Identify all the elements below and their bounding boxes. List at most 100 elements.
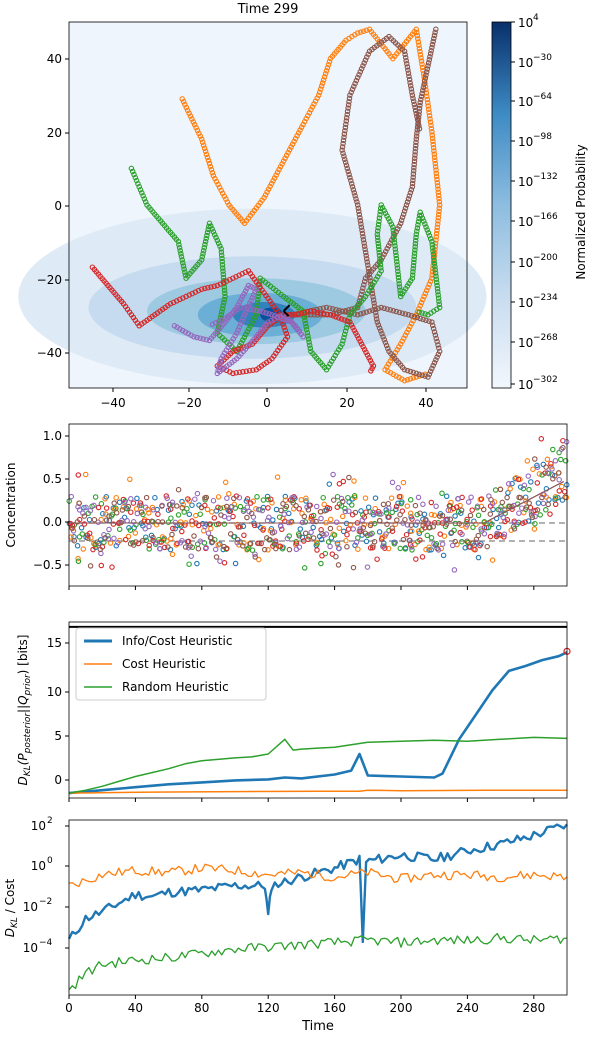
trajectory-point: [417, 302, 423, 309]
trajectory-point: [356, 211, 363, 218]
trajectory-point: [202, 285, 208, 292]
concentration-point: [352, 542, 358, 549]
trajectory-point: [351, 83, 357, 90]
trajectory-point: [409, 89, 415, 95]
concentration-point: [455, 509, 462, 515]
trajectory-point: [418, 96, 424, 103]
trajectory-point: [402, 51, 408, 58]
concentration-point: [439, 541, 446, 547]
trajectory-point: [266, 311, 272, 317]
trajectory-point: [433, 167, 439, 173]
concentration-point: [427, 524, 433, 531]
trajectory-point: [367, 275, 373, 281]
concentration-point: [532, 513, 538, 520]
concentration-point: [221, 521, 228, 527]
trajectory-point: [422, 290, 429, 297]
panel-1-xticks: −40 −20 0 20 40: [100, 388, 434, 410]
trajectory-point: [401, 208, 408, 214]
concentration-point: [296, 506, 302, 512]
concentration-point: [558, 456, 564, 463]
trajectory-point: [430, 254, 437, 261]
concentration-point: [420, 516, 426, 523]
concentration-point: [252, 554, 258, 560]
p1-ytick: −40: [37, 346, 62, 360]
concentration-point: [270, 517, 276, 523]
trajectory-point: [236, 324, 243, 330]
concentration-point: [172, 519, 179, 526]
trajectories: [89, 26, 443, 384]
trajectory-point: [355, 335, 362, 342]
concentration-point: [355, 546, 361, 552]
concentration-point: [445, 507, 452, 514]
colorbar-tick-exp: −64: [533, 92, 552, 102]
trajectory-point: [374, 231, 381, 238]
concentration-point: [209, 509, 215, 515]
trajectory-point: [426, 109, 432, 116]
trajectory-point: [295, 130, 302, 136]
concentration-point: [419, 554, 426, 560]
trajectory-point: [431, 154, 438, 161]
trajectory-point: [432, 270, 439, 276]
trajectory-point: [410, 369, 417, 376]
trajectory-point: [392, 246, 399, 252]
trajectory-point: [222, 290, 228, 297]
concentration-point: [277, 543, 284, 550]
concentration-point: [231, 533, 237, 540]
trajectory-point: [435, 218, 441, 224]
concentration-point: [497, 486, 504, 493]
concentration-point: [284, 535, 291, 542]
concentration-point: [146, 510, 152, 516]
concentration-point: [415, 494, 422, 501]
trajectory-point: [413, 110, 420, 117]
trajectory-point: [435, 186, 441, 192]
trajectory-point: [407, 368, 414, 375]
trajectory-point: [346, 171, 352, 178]
concentration-point: [339, 513, 346, 520]
concentration-point: [244, 546, 251, 552]
concentration-point: [330, 497, 337, 503]
trajectory-point: [403, 202, 410, 208]
concentration-point: [86, 530, 93, 537]
trajectory-point: [356, 298, 363, 304]
trajectory-point: [354, 199, 360, 205]
concentration-point: [417, 537, 423, 543]
trajectory-point: [316, 89, 323, 95]
concentration-point: [467, 512, 474, 519]
concentration-point: [302, 519, 309, 525]
trajectory-point: [372, 306, 378, 313]
trajectory-point: [396, 223, 402, 229]
concentration-point: [519, 505, 525, 511]
xtick-label: 40: [128, 1001, 143, 1015]
concentration-point: [552, 495, 559, 501]
concentration-series: [69, 444, 568, 571]
trajectory-point: [412, 104, 418, 111]
trajectory-point: [204, 229, 211, 236]
concentration-point: [101, 532, 107, 538]
trajectory-point: [390, 307, 397, 314]
trajectory-point: [292, 312, 299, 318]
trajectory-point: [418, 55, 424, 61]
trajectory-point: [345, 105, 351, 111]
trajectory-point: [393, 308, 400, 315]
concentration-point: [517, 494, 524, 501]
trajectory-point: [216, 361, 223, 368]
trajectory-point: [404, 377, 411, 383]
trajectory-point: [179, 257, 185, 263]
concentration-point: [138, 509, 145, 515]
trajectory: [171, 282, 306, 377]
concentration-point: [504, 494, 510, 501]
trajectory-point: [414, 225, 421, 231]
trajectory-point: [269, 312, 275, 318]
trajectory-point: [341, 317, 348, 323]
concentration-point: [164, 538, 170, 544]
trajectory-point: [200, 336, 206, 342]
concentration-point: [127, 541, 134, 547]
colorbar-tick-label: 10: [518, 16, 533, 30]
concentration-point: [504, 517, 511, 523]
trajectory-point: [418, 93, 425, 100]
concentration-point: [75, 558, 82, 565]
trajectory-point: [364, 352, 371, 358]
trajectory-point: [203, 151, 210, 158]
trajectory-point: [390, 230, 397, 237]
